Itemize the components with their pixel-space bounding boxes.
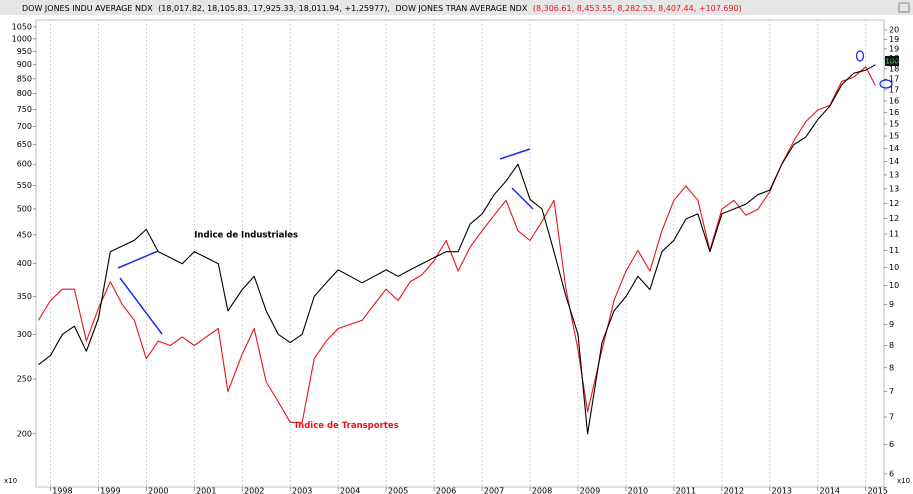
y-tick-label: 300 — [17, 330, 32, 339]
series-line — [38, 64, 876, 435]
y2-tick-label: 19 — [889, 35, 899, 44]
x-tick-label: 2014 — [820, 487, 840, 494]
trend-line — [117, 250, 159, 269]
y2-tick-label: 19 — [889, 44, 899, 53]
series-quote: (8,306.61, 8,453.55, 8,282.53, 8,407.44,… — [533, 4, 742, 13]
x-tick-label: 2008 — [532, 487, 552, 494]
x-tick-label: 1998 — [52, 487, 72, 494]
y2-tick-label: 6 — [889, 440, 894, 449]
y2-tick-label: 15 — [889, 132, 899, 141]
y2-tick-label: 11 — [889, 246, 899, 255]
y-tick-label: 850 — [17, 74, 32, 83]
x-tick-label: 2005 — [388, 487, 408, 494]
y2-tick-label: 6 — [889, 469, 894, 478]
close-button[interactable] — [898, 2, 910, 13]
last-price-tag — [885, 56, 899, 66]
y2-tick-label: 18 — [889, 54, 899, 63]
annotation: Indice de Industriales — [194, 230, 298, 240]
annotation: Indice de Transportes — [295, 421, 399, 431]
x-tick-label: 2007 — [484, 487, 504, 494]
y2-tick-label: 15 — [889, 119, 899, 128]
y2-tick-label: 11 — [889, 230, 899, 239]
x-tick-label: 2010 — [628, 487, 648, 494]
y2-tick-label: 8 — [889, 363, 894, 372]
y2-tick-label: 13 — [889, 184, 899, 193]
x-tick-label: 2015 — [868, 487, 888, 494]
y-tick-label: 600 — [17, 160, 32, 169]
y-tick-label: 550 — [17, 181, 32, 190]
x-tick-label: 2001 — [196, 487, 216, 494]
x-tick-label: 2004 — [340, 487, 360, 494]
y-tick-label: 1050 — [12, 22, 32, 31]
y-tick-label: 400 — [17, 259, 32, 268]
y-tick-label: 650 — [17, 140, 32, 149]
y2-tick-label: 14 — [889, 157, 899, 166]
trend-line — [511, 187, 534, 210]
y2-tick-label: 20 — [889, 26, 899, 35]
plot-frame — [35, 19, 885, 488]
y-tick-label: 200 — [17, 429, 32, 438]
y-tick-label: 450 — [17, 230, 32, 239]
series-quote: (18,017.82, 18,105.83, 17,925.33, 18,011… — [158, 4, 390, 13]
y2-tick-label: 8 — [889, 341, 894, 350]
y2-tick-label: 16 — [889, 108, 899, 117]
y2-tick-label: 9 — [889, 300, 894, 309]
x-tick-label: 2011 — [676, 487, 696, 494]
y2-tick-label: 13 — [889, 170, 899, 179]
highlight-circle — [879, 79, 893, 89]
y2-tick-label: 10 — [889, 281, 899, 290]
y2-tick-label: 17 — [889, 75, 899, 84]
y-tick-label: 750 — [17, 105, 32, 114]
y-tick-label: 250 — [17, 375, 32, 384]
series-line — [37, 66, 876, 423]
y2-tick-label: 17 — [889, 85, 899, 94]
x-tick-label: 2009 — [580, 487, 600, 494]
y2-tick-label: 10 — [889, 263, 899, 272]
trend-line — [499, 148, 531, 160]
trend-line — [119, 277, 163, 335]
x-tick-label: 2012 — [724, 487, 744, 494]
y2-tick-label: 9 — [889, 320, 894, 329]
y-tick-label: 350 — [17, 292, 32, 301]
x-tick-label: 1999 — [100, 487, 120, 494]
x-tick-label: 2002 — [244, 487, 264, 494]
y2-tick-label: 16 — [889, 96, 899, 105]
y-tick-label: 950 — [17, 47, 32, 56]
y2-unit-label: x10 — [897, 477, 910, 485]
x-tick-label: 2000 — [148, 487, 168, 494]
header-bar — [0, 0, 913, 15]
series-name: DOW JONES INDU AVERAGE NDX — [22, 4, 153, 13]
highlight-circle — [855, 50, 865, 62]
y-tick-label: 700 — [17, 122, 32, 131]
series-name: DOW JONES TRAN AVERAGE NDX — [395, 4, 527, 13]
y-unit-label: x10 — [4, 477, 17, 485]
last-price-label: 180 — [885, 58, 898, 66]
x-tick-label: 2006 — [436, 487, 456, 494]
y2-tick-label: 12 — [889, 214, 899, 223]
y-tick-label: 900 — [17, 60, 32, 69]
x-tick-label: 2003 — [292, 487, 312, 494]
y2-tick-label: 12 — [889, 199, 899, 208]
header: DOW JONES INDU AVERAGE NDX (18,017.82, 1… — [22, 4, 742, 13]
y-tick-label: 1000 — [12, 34, 32, 43]
y2-tick-label: 7 — [889, 387, 894, 396]
x-tick-label: 2013 — [772, 487, 792, 494]
y-tick-label: 500 — [17, 204, 32, 213]
y2-tick-label: 18 — [889, 64, 899, 73]
y-tick-label: 800 — [17, 89, 32, 98]
y2-tick-label: 7 — [889, 413, 894, 422]
y2-tick-label: 14 — [889, 144, 899, 153]
